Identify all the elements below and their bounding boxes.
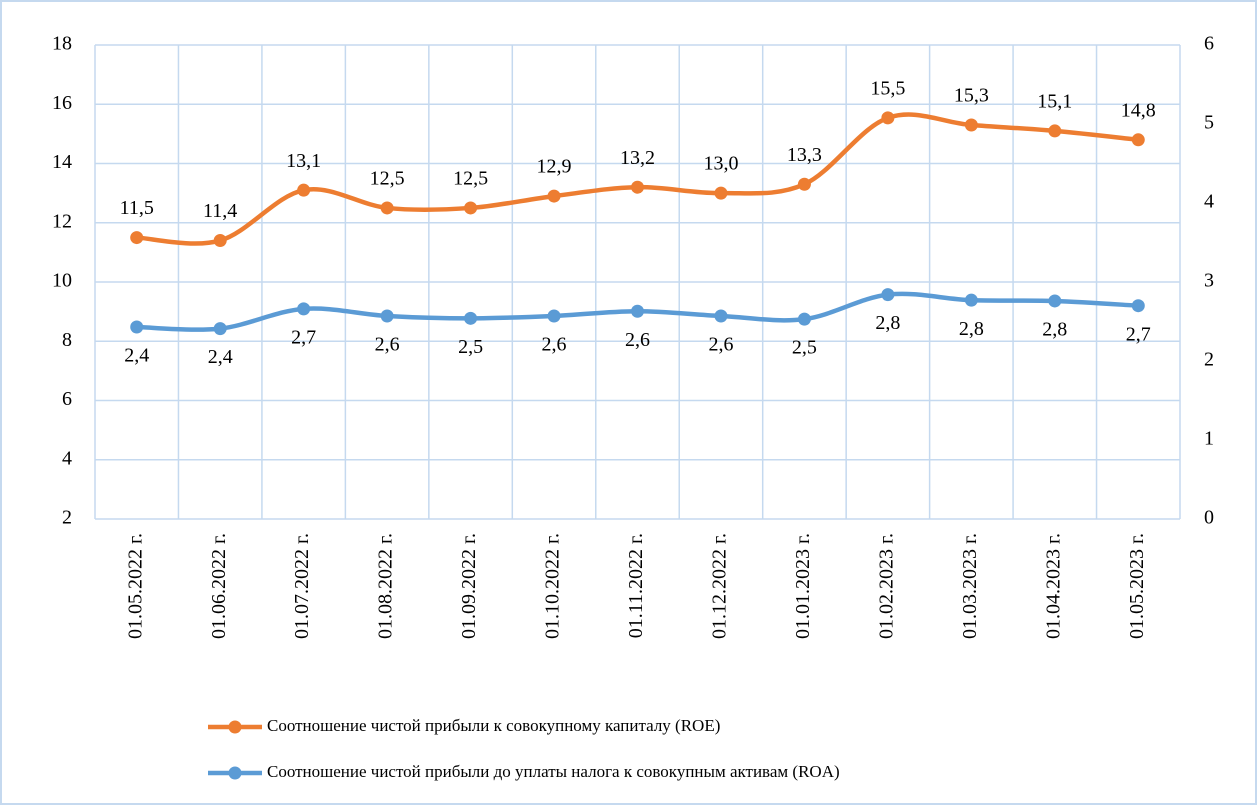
data-label: 14,8 (1121, 99, 1156, 121)
point (547, 189, 561, 203)
data-label: 2,7 (291, 326, 316, 348)
data-label: 13,1 (286, 150, 321, 172)
y2-tick-label: 0 (1204, 507, 1214, 529)
y2-tick-label: 4 (1204, 191, 1214, 213)
point (631, 180, 644, 194)
data-label: 12,9 (537, 156, 572, 178)
point (297, 302, 311, 316)
data-label: 2,5 (458, 336, 483, 358)
x-tick-label: 01.03.2023 г. (959, 533, 981, 639)
data-label: 2,6 (625, 329, 650, 351)
point (714, 186, 728, 200)
x-tick-label: 01.10.2022 г. (542, 533, 564, 639)
point (130, 231, 144, 245)
legend-label: Соотношение чистой прибыли до уплаты нал… (267, 762, 840, 781)
x-tick-label: 01.09.2022 г. (458, 533, 480, 639)
point (380, 309, 394, 323)
data-label: 2,5 (792, 337, 817, 359)
point (1131, 299, 1145, 313)
data-label: 12,5 (453, 168, 488, 190)
y2-tick-label: 6 (1204, 33, 1214, 55)
point (297, 183, 311, 197)
data-label: 11,4 (203, 200, 237, 222)
x-tick-label: 01.06.2022 г. (208, 533, 230, 639)
data-label: 15,5 (870, 77, 905, 99)
y-tick-label: 18 (52, 33, 72, 55)
point (380, 201, 394, 215)
x-tick-label: 01.05.2023 г. (1126, 533, 1148, 639)
point (1048, 124, 1062, 138)
data-label: 2,8 (959, 318, 984, 340)
point (130, 320, 144, 334)
data-label: 11,5 (120, 197, 154, 219)
y-tick-label: 4 (62, 447, 72, 469)
data-label: 2,8 (1042, 319, 1067, 341)
point (464, 201, 478, 215)
x-tick-label: 01.04.2023 г. (1042, 533, 1064, 639)
data-label: 12,5 (370, 168, 405, 190)
point (464, 311, 478, 325)
point (881, 288, 895, 302)
x-tick-label: 01.12.2022 г. (709, 533, 731, 639)
data-label: 15,3 (954, 85, 989, 107)
y2-tick-label: 5 (1204, 112, 1214, 134)
point (964, 293, 978, 307)
data-label: 13,0 (703, 153, 738, 175)
point (964, 118, 978, 132)
legend-label: Соотношение чистой прибыли к совокупному… (267, 716, 720, 735)
y-tick-label: 16 (52, 92, 72, 114)
y-tick-label: 2 (62, 507, 72, 529)
data-label: 2,6 (708, 334, 733, 356)
data-label: 13,2 (620, 147, 655, 169)
data-label: 2,4 (208, 346, 233, 368)
point (881, 111, 895, 125)
point (797, 177, 811, 191)
point (714, 309, 728, 323)
data-label: 2,7 (1126, 323, 1151, 345)
point (213, 322, 227, 336)
legend-marker (228, 720, 242, 734)
data-label: 15,1 (1037, 91, 1072, 113)
x-tick-label: 01.01.2023 г. (792, 533, 814, 639)
point (631, 304, 644, 318)
y2-tick-label: 2 (1204, 349, 1214, 371)
y2-tick-label: 1 (1204, 428, 1214, 450)
point (1131, 133, 1145, 147)
y-tick-label: 12 (52, 210, 72, 232)
data-label: 2,8 (875, 312, 900, 334)
point (547, 309, 561, 323)
point (213, 234, 227, 248)
point (797, 312, 811, 326)
x-tick-label: 01.11.2022 г. (625, 533, 647, 638)
data-label: 2,4 (124, 345, 149, 367)
data-label: 13,3 (787, 144, 822, 166)
y-tick-label: 10 (52, 270, 72, 292)
x-tick-label: 01.07.2022 г. (291, 533, 313, 639)
y2-tick-label: 3 (1204, 270, 1214, 292)
y-tick-label: 6 (62, 388, 72, 410)
legend-marker (228, 766, 242, 780)
point (1048, 294, 1062, 308)
x-tick-label: 01.08.2022 г. (375, 533, 397, 639)
y-tick-label: 14 (52, 151, 72, 173)
data-label: 2,6 (542, 334, 567, 356)
data-label: 2,6 (375, 334, 400, 356)
y-tick-label: 8 (62, 329, 72, 351)
x-tick-label: 01.05.2022 г. (124, 533, 146, 639)
x-tick-label: 01.02.2023 г. (875, 533, 897, 639)
